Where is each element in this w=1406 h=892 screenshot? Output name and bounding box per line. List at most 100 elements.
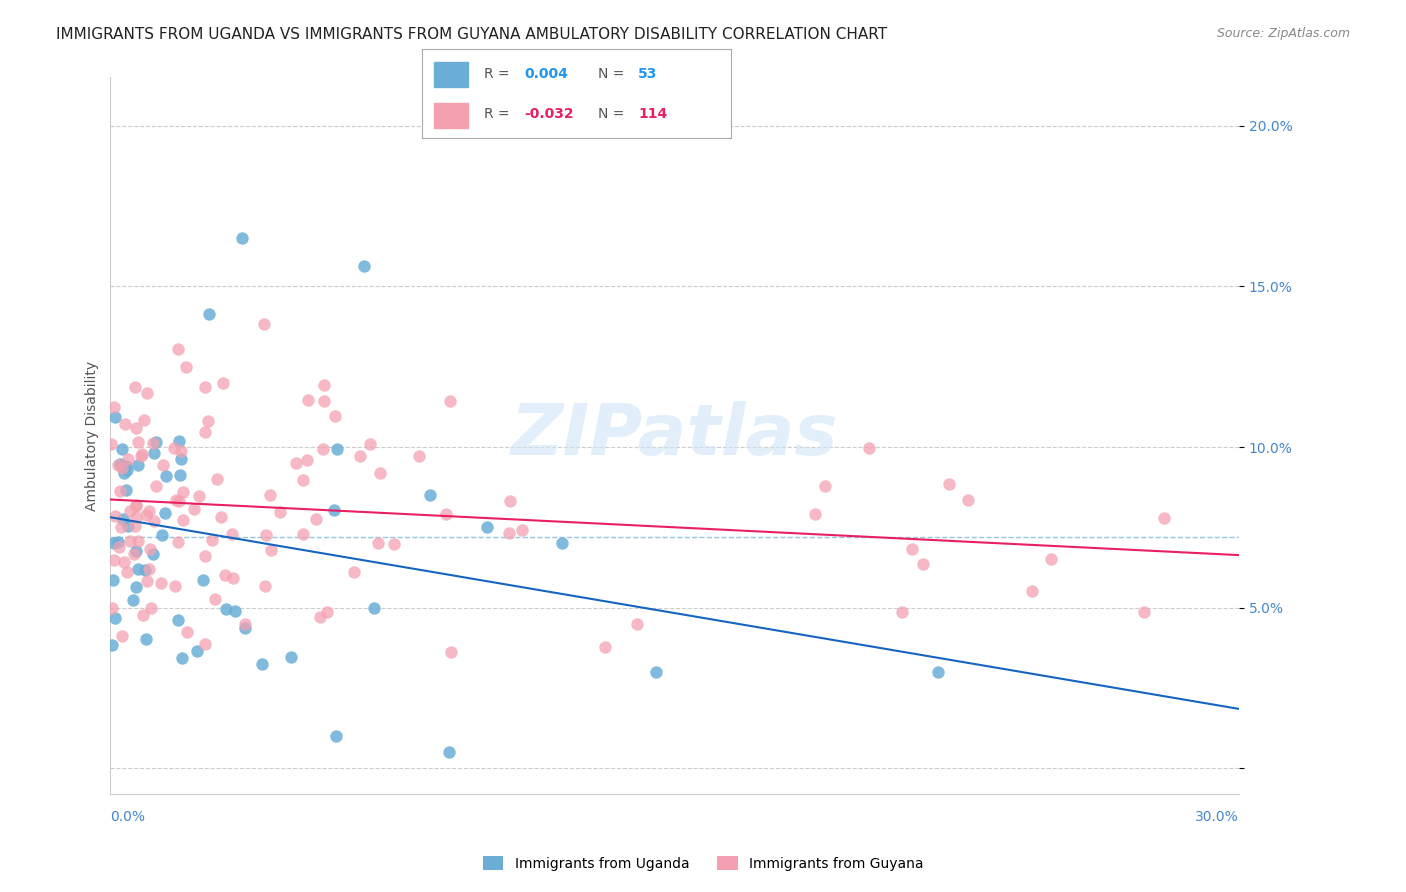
Point: [314, 378, 336, 392]
Point: [368, 466, 391, 480]
Point: [125, 499, 148, 513]
Point: [250, 657, 273, 672]
Point: [124, 519, 146, 533]
Point: [191, 573, 214, 587]
Point: [142, 514, 165, 528]
Point: [323, 503, 346, 517]
Point: [135, 508, 157, 522]
Point: [209, 509, 232, 524]
Point: [162, 441, 184, 455]
Point: [316, 605, 339, 619]
Point: [135, 632, 157, 646]
Point: [353, 259, 375, 273]
Point: [110, 520, 132, 534]
Point: [122, 547, 145, 561]
Point: [551, 536, 574, 550]
Point: [142, 547, 165, 561]
Point: [169, 467, 191, 482]
Point: [259, 488, 281, 502]
Point: [644, 665, 666, 679]
Point: [201, 533, 224, 548]
Point: [150, 576, 173, 591]
Point: [233, 616, 256, 631]
Point: [259, 542, 281, 557]
Point: [349, 449, 371, 463]
Point: [323, 409, 346, 423]
Text: R =: R =: [484, 107, 513, 121]
Point: [142, 436, 165, 450]
Point: [138, 562, 160, 576]
Point: [124, 380, 146, 394]
Point: [103, 553, 125, 567]
Point: [143, 446, 166, 460]
Point: [114, 458, 136, 473]
Point: [297, 393, 319, 408]
Point: [231, 231, 253, 245]
Point: [104, 409, 127, 424]
Point: [222, 571, 245, 585]
Point: [498, 494, 520, 508]
Point: [115, 566, 138, 580]
Point: [114, 483, 136, 498]
Point: [626, 616, 648, 631]
Point: [127, 458, 149, 472]
Point: [309, 610, 332, 624]
Point: [103, 536, 125, 550]
Point: [957, 492, 980, 507]
Point: [127, 435, 149, 450]
Point: [194, 380, 217, 394]
Point: [214, 568, 236, 582]
Text: N =: N =: [598, 67, 628, 81]
Point: [111, 442, 134, 456]
Point: [165, 492, 187, 507]
Point: [187, 489, 209, 503]
Point: [314, 394, 336, 409]
Point: [167, 342, 190, 356]
Point: [304, 512, 326, 526]
Point: [814, 478, 837, 492]
Point: [280, 650, 302, 665]
Point: [197, 414, 219, 428]
Point: [131, 447, 153, 461]
Point: [127, 562, 149, 576]
Point: [139, 601, 162, 615]
Point: [900, 541, 922, 556]
Point: [127, 534, 149, 549]
Bar: [434, 62, 468, 87]
Point: [174, 359, 197, 374]
Point: [193, 549, 215, 563]
Point: [152, 458, 174, 473]
Text: Source: ZipAtlas.com: Source: ZipAtlas.com: [1216, 27, 1350, 40]
Point: [183, 501, 205, 516]
Point: [510, 523, 533, 537]
Point: [100, 437, 122, 451]
Point: [221, 527, 243, 541]
Point: [132, 413, 155, 427]
Point: [593, 640, 616, 654]
Point: [439, 645, 461, 659]
Point: [858, 441, 880, 455]
Point: [153, 506, 176, 520]
Bar: [434, 103, 468, 128]
Point: [176, 624, 198, 639]
Point: [437, 745, 460, 759]
Text: 53: 53: [638, 67, 658, 81]
Point: [125, 510, 148, 524]
Text: 0.004: 0.004: [524, 67, 568, 81]
Point: [911, 557, 934, 571]
Point: [475, 520, 498, 534]
Point: [135, 574, 157, 588]
Point: [292, 473, 315, 487]
Y-axis label: Ambulatory Disability: Ambulatory Disability: [86, 360, 100, 511]
Point: [122, 593, 145, 607]
Point: [118, 534, 141, 549]
Point: [125, 421, 148, 435]
Point: [134, 563, 156, 577]
Point: [166, 535, 188, 549]
Point: [170, 451, 193, 466]
Point: [111, 629, 134, 643]
Point: [108, 540, 131, 554]
Point: [312, 442, 335, 456]
Point: [125, 580, 148, 594]
Point: [194, 637, 217, 651]
